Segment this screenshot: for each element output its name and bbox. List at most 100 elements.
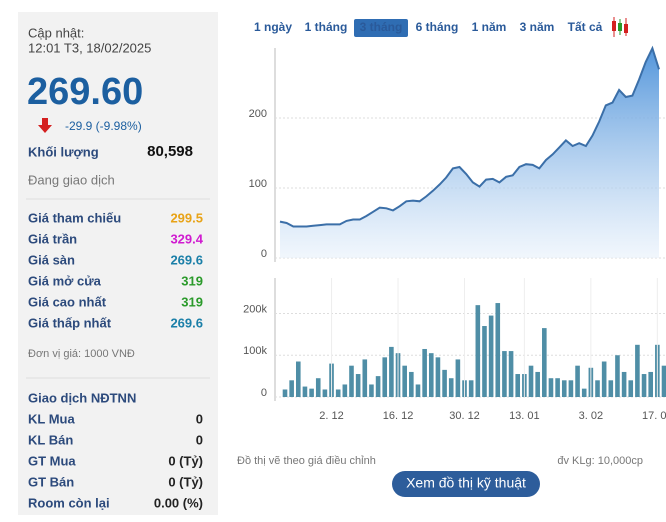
y-tick-label: 200k (243, 303, 267, 315)
volume-bar (581, 388, 587, 397)
tech-chart-button[interactable] (392, 471, 540, 497)
volume-bar (455, 359, 461, 397)
price-row-value: 269.6 (170, 315, 203, 330)
unit-note: Đơn vị giá: 1000 VNĐ (28, 348, 135, 360)
volume-bar (568, 380, 574, 397)
volume-bar (362, 359, 368, 397)
price-row-value: 319 (181, 273, 203, 288)
foreign-row-value: 0 (196, 432, 203, 447)
foreign-row-value: 0 (Tỷ) (168, 474, 203, 489)
range-tab[interactable]: Tất cả (568, 20, 603, 34)
y-tick-label: 200 (249, 108, 267, 120)
price-row-label: Giá cao nhất (28, 294, 107, 309)
volume-bar (289, 380, 294, 397)
volume-bar (648, 371, 654, 397)
price-row-value: 269.6 (170, 252, 203, 267)
chart-note: Đồ thị vẽ theo giá điều chỉnh (237, 455, 376, 467)
price: 269.60 (27, 71, 143, 113)
volume-bar (342, 384, 348, 397)
foreign-row-label: GT Mua (28, 453, 76, 468)
price-row-value: 319 (181, 294, 203, 309)
volume-bar (295, 361, 301, 397)
foreign-row-label: KL Mua (28, 411, 75, 426)
volume-bar (482, 326, 487, 397)
range-tab[interactable]: 1 ngày (254, 20, 292, 34)
volume-bar (355, 374, 361, 397)
range-tab[interactable]: 3 tháng (360, 20, 403, 34)
volume-bar (601, 361, 607, 397)
price-row-label: Giá mở cửa (28, 273, 102, 288)
price-row-label: Giá thấp nhất (28, 315, 112, 330)
range-tab[interactable]: 6 tháng (416, 20, 459, 34)
foreign-row-value: 0 (196, 411, 203, 426)
range-tab-active[interactable] (354, 19, 408, 37)
volume-bar (409, 371, 414, 397)
y-tick-label: 100k (243, 345, 267, 357)
volume-bar (615, 355, 620, 397)
volume-bar (435, 357, 441, 397)
updated-label: Cập nhật: (28, 25, 84, 40)
volume-bar (621, 371, 627, 397)
x-tick-label: 16. 12 (383, 410, 414, 422)
x-tick-label: 2. 12 (319, 410, 343, 422)
volume-bar (661, 365, 666, 397)
volume-bar (535, 371, 540, 397)
volume-bar (502, 351, 507, 397)
volume-bar (595, 380, 600, 397)
x-tick-label: 13. 01 (509, 410, 540, 422)
volume-bar (641, 374, 647, 397)
volume-bar (628, 380, 634, 397)
volume-bar (322, 389, 328, 397)
foreign-row-label: Room còn lại (28, 495, 110, 510)
price-row-value: 329.4 (170, 231, 203, 246)
price-row-label: Giá trần (28, 231, 77, 246)
volume-bar (468, 380, 474, 397)
volume-bar (508, 351, 514, 397)
volume-bar (302, 386, 308, 397)
info-panel (18, 12, 218, 515)
x-tick-label: 17. 02 (642, 410, 666, 422)
range-tab[interactable]: 1 năm (472, 20, 507, 34)
volume-bar (575, 365, 580, 397)
volume-label: Khối lượng (28, 144, 99, 159)
y-tick-label: 100 (249, 178, 267, 190)
foreign-row-value: 0.00 (%) (154, 495, 203, 510)
volume-value: 80,598 (147, 143, 193, 160)
price-change: -29.9 (-9.98%) (65, 119, 142, 133)
foreign-title: Giao dịch NĐTNN (28, 390, 136, 405)
volume-bar (608, 380, 614, 397)
price-area (280, 48, 659, 258)
price-row-value: 299.5 (170, 210, 203, 225)
volume-bar (349, 365, 354, 397)
range-tab[interactable]: 3 năm (520, 20, 555, 34)
volume-bar (415, 384, 421, 397)
volume-bar (635, 344, 640, 397)
price-line (279, 45, 660, 228)
volume-bar (428, 353, 434, 397)
volume-bar (542, 328, 547, 397)
range-tab[interactable]: 1 tháng (305, 20, 348, 34)
volume-bar (335, 389, 341, 397)
volume-bar (369, 384, 374, 397)
y-tick-label: 0 (261, 248, 267, 260)
volume-unit: đv KLg: 10,000cp (557, 455, 643, 467)
volume-bar (389, 346, 394, 397)
volume-bar (382, 357, 388, 397)
y-tick-label: 0 (261, 387, 267, 399)
volume-bar (555, 378, 560, 397)
volume-bar (315, 378, 321, 397)
volume-bar (528, 365, 534, 397)
volume-bar (495, 303, 501, 397)
updated-time: 12:01 T3, 18/02/2025 (28, 40, 151, 55)
foreign-row-label: GT Bán (28, 474, 74, 489)
trading-status: Đang giao dịch (28, 172, 115, 187)
volume-bar (548, 378, 554, 397)
x-tick-label: 30. 12 (449, 410, 480, 422)
volume-bar (402, 365, 407, 397)
volume-bar (422, 348, 427, 397)
price-row-label: Giá sàn (28, 252, 75, 267)
tech-chart-button-label[interactable]: Xem đồ thị kỹ thuật (406, 475, 526, 491)
x-tick-label: 3. 02 (579, 410, 603, 422)
candle-icon (612, 17, 628, 37)
